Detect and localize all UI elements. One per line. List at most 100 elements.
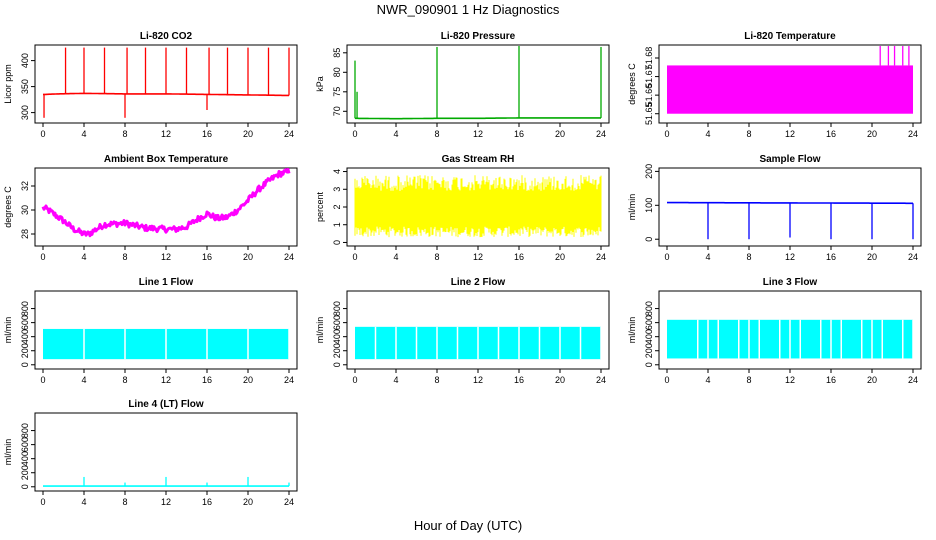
y-tick-label: 70	[332, 106, 342, 116]
y-tick-label: 400	[644, 329, 654, 344]
x-tick-label: 24	[284, 129, 294, 139]
y-tick-label: 3	[332, 187, 342, 192]
x-tick-label: 12	[473, 252, 483, 262]
panel-title: Li-820 Pressure	[441, 31, 516, 42]
x-tick-label: 12	[161, 375, 171, 385]
x-tick-label: 8	[746, 129, 751, 139]
x-tick-label: 12	[161, 129, 171, 139]
x-tick-label: 16	[826, 129, 836, 139]
y-tick-label: 800	[20, 423, 30, 438]
x-tick-label: 20	[555, 375, 565, 385]
plot-frame	[346, 44, 610, 124]
x-tick-label: 8	[122, 129, 127, 139]
x-tick-label: 4	[705, 129, 710, 139]
y-tick-label: 600	[20, 437, 30, 452]
y-tick-label: 75	[332, 87, 342, 97]
x-tick-label: 20	[243, 252, 253, 262]
y-tick-label: 1	[332, 222, 342, 227]
y-tick-label: 200	[644, 164, 654, 179]
y-tick-label: 800	[332, 301, 342, 316]
x-tick-label: 16	[826, 375, 836, 385]
y-tick-label: 400	[20, 329, 30, 344]
y-tick-label: 0	[20, 484, 30, 489]
y-tick-label: 200	[20, 343, 30, 358]
x-tick-label: 16	[514, 252, 524, 262]
panel-7: Line 1 Flow ml/min 0 4 8 12 16 20 24 0 20040060080…	[3, 277, 298, 385]
data-series	[667, 319, 914, 359]
x-tick-label: 24	[284, 252, 294, 262]
series-band	[354, 175, 602, 238]
x-tick-label: 0	[40, 129, 45, 139]
x-tick-label: 8	[746, 375, 751, 385]
x-tick-label: 4	[81, 129, 86, 139]
x-tick-label: 24	[596, 129, 606, 139]
y-tick-label: 0	[20, 362, 30, 367]
x-tick-label: 12	[161, 252, 171, 262]
x-tick-label: 4	[393, 252, 398, 262]
x-tick-label: 24	[908, 129, 918, 139]
y-tick-label: 0	[644, 362, 654, 367]
panel-2: Li-820 Pressure kPa 0 4 8 12 16 20 24 70 75 80 85	[315, 31, 610, 139]
y-tick-label: 400	[20, 451, 30, 466]
y-axis-label: ml/min	[627, 194, 637, 221]
x-tick-label: 4	[705, 252, 710, 262]
y-tick-label: 80	[332, 67, 342, 77]
panel-title: Li-820 CO2	[140, 31, 193, 42]
x-tick-label: 0	[40, 252, 45, 262]
x-tick-label: 4	[81, 375, 86, 385]
x-tick-label: 20	[867, 375, 877, 385]
x-tick-label: 8	[434, 129, 439, 139]
x-tick-label: 0	[664, 129, 669, 139]
panel-title: Line 4 (LT) Flow	[128, 399, 204, 410]
x-tick-label: 24	[284, 497, 294, 507]
y-tick-label: 30	[20, 205, 30, 215]
y-tick-label: 32	[20, 181, 30, 191]
x-tick-label: 24	[596, 375, 606, 385]
data-series	[355, 326, 602, 360]
y-tick-label: 600	[332, 315, 342, 330]
panel-title: Line 1 Flow	[139, 277, 194, 288]
panel-10: Line 4 (LT) Flow ml/min 0 4 8 12 16 20 24 0 200400…	[3, 399, 298, 507]
y-axis-label: ml/min	[3, 439, 13, 466]
x-tick-label: 20	[243, 375, 253, 385]
x-tick-label: 0	[352, 375, 357, 385]
y-tick-label: 0	[332, 240, 342, 245]
y-tick-label: 400	[20, 53, 30, 68]
series-line	[355, 117, 601, 120]
panel-title: Line 2 Flow	[451, 277, 506, 288]
x-tick-label: 8	[434, 375, 439, 385]
x-tick-label: 0	[40, 497, 45, 507]
x-tick-label: 16	[202, 375, 212, 385]
x-tick-label: 12	[785, 129, 795, 139]
x-tick-label: 12	[785, 375, 795, 385]
data-series	[43, 47, 290, 118]
y-tick-label: 600	[644, 315, 654, 330]
y-tick-label: 2	[332, 204, 342, 209]
panel-4: Ambient Box Temperature degrees C 0 4 8 12 16 2…	[3, 154, 298, 262]
x-tick-label: 20	[867, 129, 877, 139]
x-tick-label: 4	[81, 252, 86, 262]
y-tick-label: 4	[332, 169, 342, 174]
y-tick-label: 300	[20, 105, 30, 120]
y-tick-label: 200	[332, 343, 342, 358]
y-tick-label: 28	[20, 229, 30, 239]
x-tick-label: 8	[746, 252, 751, 262]
panel-title: Gas Stream RH	[442, 154, 515, 165]
x-tick-label: 20	[555, 129, 565, 139]
x-tick-label: 12	[161, 497, 171, 507]
panel-9: Line 3 Flow ml/min 0 4 8 12 16 20 24 0 20040060080…	[627, 277, 922, 385]
y-tick-label: 350	[20, 79, 30, 94]
x-tick-label: 24	[908, 375, 918, 385]
y-tick-label: 51.67	[644, 65, 654, 88]
panel-title: Ambient Box Temperature	[104, 154, 229, 165]
y-axis-label: degrees C	[627, 63, 637, 105]
y-tick-label: 0	[332, 362, 342, 367]
x-axis-label: Hour of Day (UTC)	[413, 518, 523, 533]
panel-title: Sample Flow	[759, 154, 820, 165]
x-tick-label: 16	[202, 497, 212, 507]
y-axis-label: ml/min	[315, 317, 325, 344]
x-tick-label: 16	[202, 252, 212, 262]
x-tick-label: 24	[596, 252, 606, 262]
